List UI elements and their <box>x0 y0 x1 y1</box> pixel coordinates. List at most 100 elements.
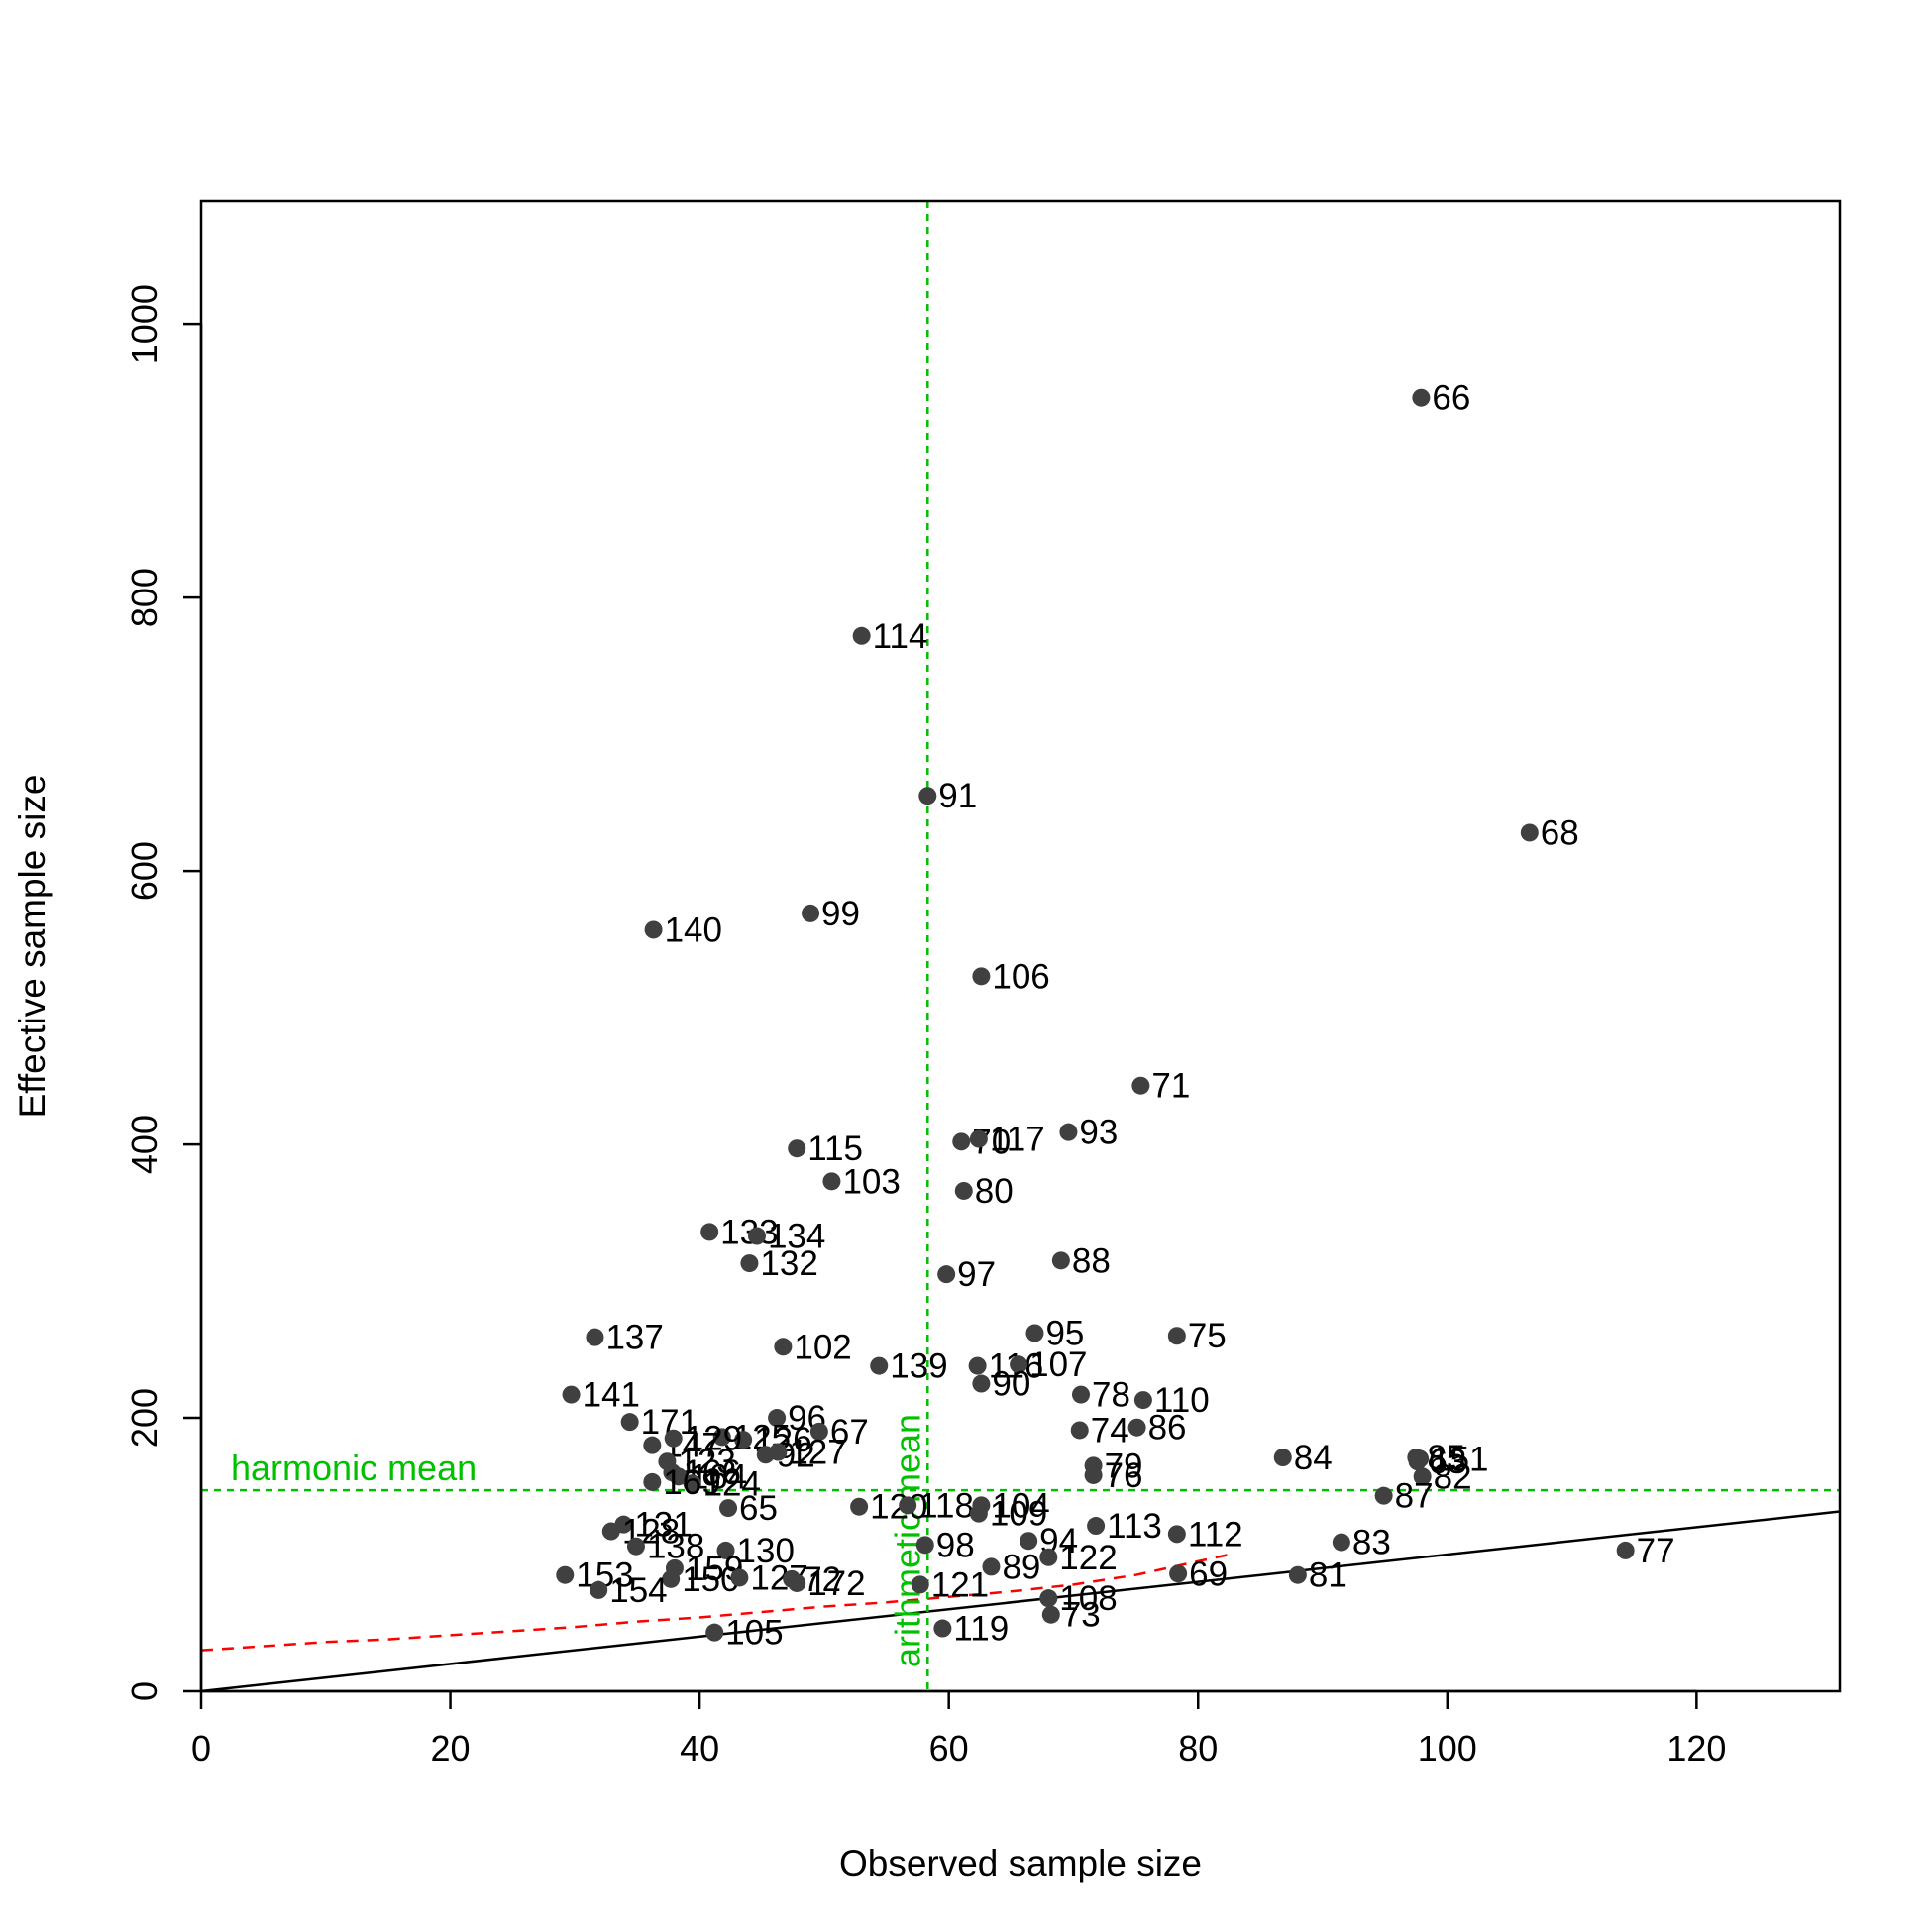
point-label: 120 <box>870 1488 927 1527</box>
point-label: 123 <box>678 1443 735 1481</box>
y-tick-label: 400 <box>124 1115 164 1174</box>
data-point <box>562 1385 581 1404</box>
data-point <box>1072 1385 1091 1404</box>
point-label: 103 <box>842 1162 900 1201</box>
point-label: 79 <box>1105 1447 1143 1485</box>
point-label: 137 <box>605 1319 663 1357</box>
y-tick-label: 600 <box>124 841 164 901</box>
harmonic-mean-label: harmonic mean <box>231 1448 477 1488</box>
point-label: 127 <box>789 1434 846 1472</box>
points-layer: 6611491681409910671701179311510380133134… <box>556 379 1675 1653</box>
point-label: 113 <box>1107 1507 1162 1546</box>
data-point <box>1051 1251 1070 1270</box>
data-point <box>954 1181 973 1200</box>
point-label: 67 <box>830 1413 869 1451</box>
data-point <box>1520 823 1539 842</box>
point-label: 139 <box>890 1347 947 1386</box>
data-point <box>788 1139 806 1158</box>
point-label: 63 <box>1429 1443 1467 1481</box>
point-label: 114 <box>873 617 928 656</box>
x-axis-title: Observed sample size <box>839 1843 1202 1883</box>
point-label: 87 <box>1395 1477 1434 1516</box>
point-label: 90 <box>992 1365 1030 1404</box>
data-point <box>937 1265 956 1284</box>
point-label: 86 <box>1148 1409 1187 1448</box>
data-point <box>850 1497 869 1516</box>
data-point <box>669 1467 688 1486</box>
y-tick-label: 800 <box>124 568 164 627</box>
data-point <box>1408 1452 1427 1471</box>
data-point <box>662 1569 681 1588</box>
point-label: 73 <box>1062 1596 1101 1635</box>
data-point <box>590 1580 608 1599</box>
point-label: 151 <box>1431 1440 1488 1478</box>
data-point <box>683 1474 701 1493</box>
data-point <box>972 1374 991 1393</box>
point-label: 89 <box>1002 1548 1040 1586</box>
data-point <box>1133 1391 1152 1410</box>
data-point <box>933 1619 952 1638</box>
point-label: 107 <box>1029 1345 1087 1384</box>
point-label: 93 <box>1079 1114 1118 1152</box>
data-point <box>1084 1465 1103 1484</box>
data-point <box>774 1338 793 1356</box>
data-point <box>969 1129 988 1148</box>
point-label: 91 <box>938 777 977 815</box>
point-label: 72 <box>803 1560 841 1599</box>
point-label: 122 <box>1059 1539 1117 1577</box>
data-point <box>1616 1541 1635 1559</box>
data-point <box>601 1522 620 1541</box>
data-point <box>899 1496 917 1515</box>
data-point <box>1070 1421 1089 1440</box>
point-label: 82 <box>1434 1457 1472 1496</box>
point-label: 102 <box>794 1328 851 1366</box>
data-point <box>626 1537 645 1556</box>
point-label: 97 <box>957 1255 996 1294</box>
data-point <box>1412 388 1431 407</box>
point-label: 88 <box>1072 1241 1111 1280</box>
point-label: 117 <box>990 1121 1045 1159</box>
point-label: 130 <box>737 1532 795 1570</box>
point-label: 132 <box>760 1244 817 1283</box>
data-point <box>643 1472 662 1491</box>
data-point <box>911 1575 929 1594</box>
point-label: 71 <box>1151 1067 1190 1106</box>
data-point <box>586 1328 604 1346</box>
x-tick-label: 80 <box>1178 1728 1218 1769</box>
x-tick-label: 0 <box>191 1728 211 1769</box>
data-point <box>705 1623 724 1642</box>
point-label: 65 <box>739 1489 778 1528</box>
point-label: 164 <box>690 1457 747 1496</box>
point-label: 119 <box>953 1610 1009 1649</box>
point-label: 134 <box>768 1218 825 1256</box>
point-label: 131 <box>634 1506 692 1545</box>
data-point <box>1169 1564 1188 1583</box>
data-point <box>1127 1418 1146 1437</box>
data-point <box>969 1504 988 1523</box>
data-point <box>643 1436 662 1454</box>
data-point <box>700 1223 719 1241</box>
data-point <box>1020 1532 1038 1551</box>
data-point <box>740 1254 759 1273</box>
x-tick-label: 100 <box>1418 1728 1477 1769</box>
y-tick-label: 1000 <box>124 284 164 364</box>
data-point <box>822 1172 841 1191</box>
point-label: 75 <box>1188 1317 1227 1355</box>
data-point <box>734 1431 753 1449</box>
data-point <box>1167 1525 1186 1544</box>
point-label: 78 <box>1092 1376 1130 1415</box>
data-point <box>747 1227 766 1245</box>
point-label: 108 <box>1059 1579 1117 1618</box>
point-label: 121 <box>931 1565 989 1604</box>
point-label: 106 <box>992 957 1049 996</box>
point-label: 76 <box>1105 1456 1143 1495</box>
data-point <box>644 920 663 939</box>
x-tick-label: 20 <box>431 1728 471 1769</box>
point-label: 140 <box>665 911 722 949</box>
data-point <box>1039 1548 1058 1566</box>
point-label: 85 <box>1427 1439 1465 1477</box>
data-point <box>952 1132 971 1151</box>
point-label: 80 <box>975 1172 1014 1211</box>
data-point <box>982 1557 1001 1576</box>
